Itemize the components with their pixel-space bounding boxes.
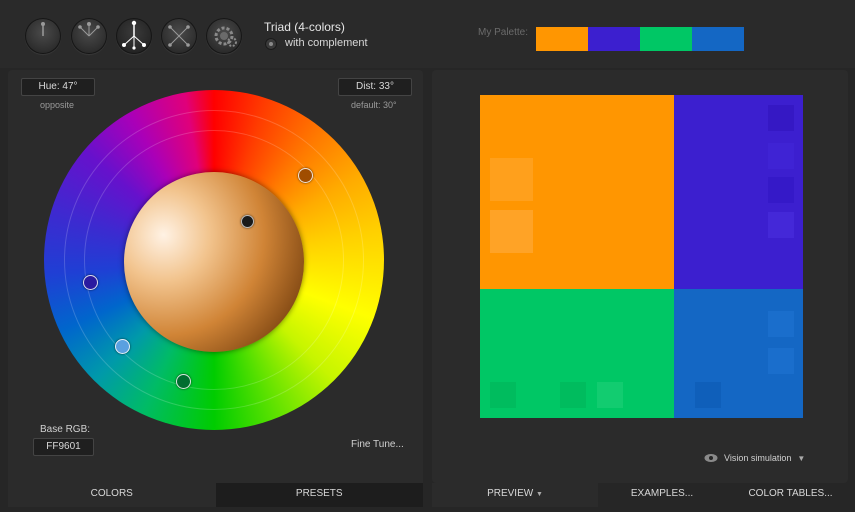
tab-color-tables[interactable]: COLOR TABLES... [748, 488, 833, 499]
secondary-hue-marker[interactable] [83, 275, 98, 290]
preview-accent [490, 382, 516, 408]
tab-presets[interactable]: PRESETS [215, 483, 423, 507]
palette-swatch-primary[interactable] [536, 27, 588, 51]
complement-hue-marker[interactable] [115, 339, 130, 354]
wheel-guide-ring [64, 110, 364, 410]
triad-scheme-icon[interactable] [116, 18, 152, 54]
saturation-brightness-disk[interactable] [124, 172, 304, 352]
preview-accent [597, 382, 623, 408]
preview-accent [768, 348, 794, 374]
left-tab-bar: COLORS PRESETS [8, 483, 423, 507]
preview-accent [768, 143, 794, 169]
tab-examples[interactable]: EXAMPLES... [630, 488, 694, 499]
distance-note: default: 30° [351, 100, 397, 110]
tetrad-scheme-icon[interactable] [161, 18, 197, 54]
free-style-gear-icon[interactable] [206, 18, 242, 54]
palette-swatch-secondary[interactable] [588, 27, 640, 51]
complement-label[interactable]: with complement [285, 37, 368, 49]
distance-field[interactable]: Dist: 33° [338, 78, 412, 96]
fine-tune-link[interactable]: Fine Tune... [351, 439, 404, 450]
mono-scheme-icon[interactable] [25, 18, 61, 54]
wheel-guide-ring [84, 130, 344, 390]
brightness-marker[interactable] [241, 215, 254, 228]
tab-preview[interactable]: PREVIEW ▼ [432, 483, 598, 507]
palette-preview [480, 95, 803, 418]
hue-note: opposite [40, 100, 75, 110]
hue-field[interactable]: Hue: 47° [21, 78, 95, 96]
base-rgb-field[interactable]: FF9601 [33, 438, 94, 456]
preview-accent [768, 105, 794, 131]
tab-preview-label: PREVIEW [487, 488, 534, 499]
preview-accent [490, 210, 533, 253]
vision-simulation-menu[interactable]: Vision simulation ▼ [704, 453, 805, 463]
primary-hue-marker[interactable] [298, 168, 313, 183]
palette-strip[interactable] [536, 27, 744, 51]
preview-accent [768, 177, 794, 203]
complement-toggle[interactable] [265, 38, 277, 50]
tab-colors[interactable]: COLORS [8, 483, 216, 507]
palette-swatch-tertiary[interactable] [640, 27, 692, 51]
adjacent-scheme-icon[interactable] [71, 18, 107, 54]
scheme-title: Triad (4-colors) [264, 20, 345, 34]
preview-accent [768, 311, 794, 337]
base-rgb-label: Base RGB: [40, 424, 91, 435]
chevron-down-icon: ▼ [535, 491, 543, 498]
palette-swatch-complement[interactable] [692, 27, 744, 51]
my-palette-label: My Palette: [478, 27, 529, 38]
vision-simulation-label: Vision simulation [724, 453, 792, 463]
preview-accent [695, 382, 721, 408]
right-tab-bar: PREVIEW ▼ EXAMPLES... COLOR TABLES... [432, 483, 855, 512]
chevron-down-icon: ▼ [797, 453, 806, 463]
preview-accent [768, 212, 794, 238]
tertiary-hue-marker[interactable] [176, 374, 191, 389]
eye-icon [704, 454, 718, 462]
preview-accent [490, 158, 533, 201]
preview-accent [560, 382, 586, 408]
